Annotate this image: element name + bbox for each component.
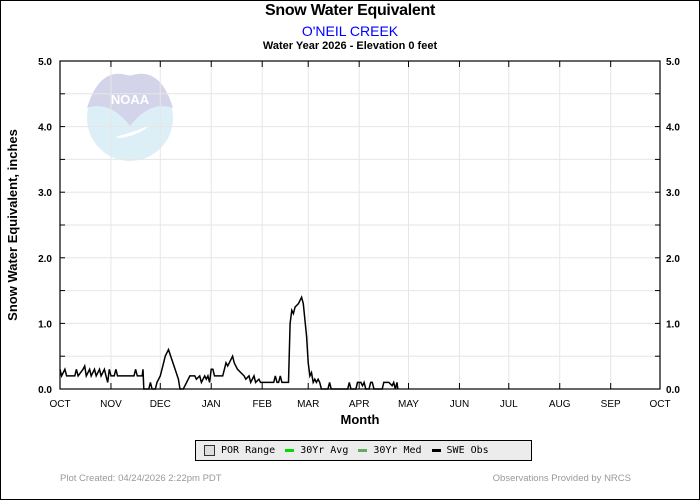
- plot-created: Plot Created: 04/24/2026 2:22pm PDT: [60, 473, 222, 484]
- x-tick-label: MAY: [398, 399, 419, 410]
- y-tick-label-right: 2.0: [666, 254, 680, 265]
- x-tick-label: JUN: [450, 399, 469, 410]
- plot-area: [59, 60, 661, 390]
- x-tick-label: MAR: [297, 399, 319, 410]
- data-provider: Observations Provided by NRCS: [492, 473, 631, 484]
- x-axis-label: Month: [341, 412, 380, 427]
- y-tick-label-left: 3.0: [38, 188, 52, 199]
- x-tick-label: JUL: [500, 399, 518, 410]
- x-tick-label: FEB: [252, 399, 272, 410]
- y-tick-label-left: 4.0: [38, 123, 52, 134]
- y-tick-label-right: 1.0: [666, 319, 680, 330]
- por-range-swatch: [204, 445, 215, 456]
- x-tick-label: SEP: [601, 399, 621, 410]
- legend: POR Range 30Yr Avg 30Yr Med SWE Obs: [195, 440, 532, 461]
- avg-swatch: [285, 449, 295, 452]
- x-tick-label: DEC: [150, 399, 171, 410]
- x-tick-label: NOV: [100, 399, 122, 410]
- obs-swatch: [431, 449, 441, 452]
- y-tick-label-right: 4.0: [666, 123, 680, 134]
- x-tick-label: JAN: [202, 399, 221, 410]
- svg-text:NOAA: NOAA: [111, 92, 150, 107]
- y-tick-label-left: 0.0: [38, 385, 52, 396]
- chart-title: Snow Water Equivalent: [264, 2, 436, 19]
- legend-label: 30Yr Avg: [300, 445, 349, 456]
- y-tick-label-right: 0.0: [666, 385, 680, 396]
- x-tick-label: OCT: [649, 399, 670, 410]
- y-axis-label: Snow Water Equivalent, inches: [5, 129, 20, 321]
- x-tick-label: APR: [349, 399, 370, 410]
- y-tick-label-left: 2.0: [38, 254, 52, 265]
- x-tick-label: OCT: [49, 399, 70, 410]
- legend-item-por: POR Range: [204, 445, 275, 456]
- legend-item-avg: 30Yr Avg: [285, 445, 348, 456]
- y-tick-label-right: 3.0: [666, 188, 680, 199]
- y-tick-label-left: 5.0: [38, 57, 52, 68]
- legend-item-obs: SWE Obs: [431, 445, 489, 456]
- legend-label: SWE Obs: [446, 445, 489, 456]
- y-tick-label-left: 1.0: [38, 319, 52, 330]
- x-tick-label: AUG: [549, 399, 571, 410]
- chart-subtitle: Water Year 2026 - Elevation 0 feet: [262, 40, 438, 52]
- med-swatch: [358, 449, 368, 452]
- station-name: O'NEIL CREEK: [301, 23, 399, 39]
- legend-label: POR Range: [221, 445, 276, 456]
- noaa-logo: NOAA: [87, 73, 173, 161]
- legend-label: 30Yr Med: [373, 445, 422, 456]
- legend-item-med: 30Yr Med: [358, 445, 422, 456]
- y-tick-label-right: 5.0: [666, 57, 680, 68]
